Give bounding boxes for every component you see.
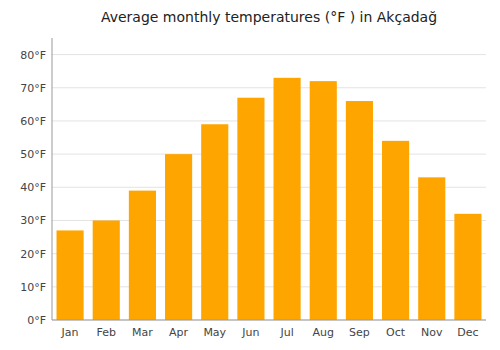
y-tick-label: 30°F bbox=[20, 214, 46, 227]
bars bbox=[57, 78, 482, 320]
x-tick-label: Apr bbox=[169, 326, 189, 339]
y-axis: 0°F 10°F 20°F 30°F 40°F 50°F 60°F 70°F 80°F bbox=[20, 49, 486, 327]
y-tick-label: 10°F bbox=[20, 281, 46, 294]
bar bbox=[454, 214, 481, 320]
x-tick-label: Oct bbox=[386, 326, 406, 339]
grid-line bbox=[52, 120, 486, 121]
y-tick-label: 80°F bbox=[20, 49, 46, 62]
y-tick-label: 50°F bbox=[20, 148, 46, 161]
x-tick-label: Jan bbox=[61, 326, 79, 339]
y-tick-label: 70°F bbox=[20, 82, 46, 95]
x-tick-label: Jul bbox=[279, 326, 293, 339]
bar bbox=[274, 78, 301, 320]
x-tick-label: Aug bbox=[313, 326, 334, 339]
y-tick-label: 60°F bbox=[20, 115, 46, 128]
x-tick-label: Sep bbox=[349, 326, 370, 339]
x-axis-line bbox=[52, 320, 486, 321]
y-axis-line bbox=[52, 38, 53, 320]
bar bbox=[57, 230, 84, 320]
bar bbox=[310, 81, 337, 320]
x-tick-label: Nov bbox=[421, 326, 443, 339]
grid-line bbox=[52, 320, 486, 321]
chart-title: Average monthly temperatures (°F ) in Ak… bbox=[101, 9, 437, 25]
bar bbox=[129, 191, 156, 320]
x-tick-label: Mar bbox=[132, 326, 153, 339]
x-tick-label: Feb bbox=[97, 326, 116, 339]
y-tick-label: 20°F bbox=[20, 248, 46, 261]
x-tick-label: May bbox=[203, 326, 226, 339]
y-tick-label: 40°F bbox=[20, 181, 46, 194]
bar bbox=[418, 177, 445, 320]
bar bbox=[237, 98, 264, 320]
bar bbox=[346, 101, 373, 320]
bar bbox=[382, 141, 409, 320]
chart-svg: Average monthly temperatures (°F ) in Ak… bbox=[0, 0, 500, 350]
chart-container: Average monthly temperatures (°F ) in Ak… bbox=[0, 0, 500, 350]
x-tick-label: Jun bbox=[241, 326, 259, 339]
y-tick-label: 0°F bbox=[27, 314, 46, 327]
grid-line bbox=[52, 87, 486, 88]
bar bbox=[165, 154, 192, 320]
grid-line bbox=[52, 54, 486, 55]
bar bbox=[93, 220, 120, 320]
bar bbox=[201, 124, 228, 320]
x-tick-label: Dec bbox=[457, 326, 478, 339]
x-axis: Jan Feb Mar Apr May Jun Jul Aug Sep Oct Nov Dec bbox=[61, 326, 479, 339]
grid-line bbox=[52, 154, 486, 155]
